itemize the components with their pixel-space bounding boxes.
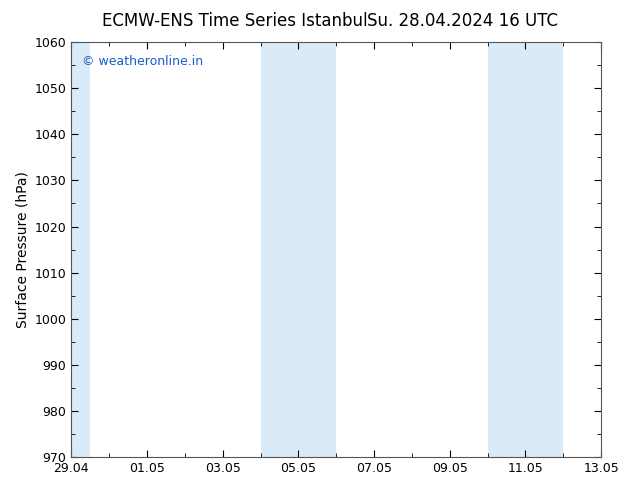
Bar bbox=[261, 42, 336, 457]
Y-axis label: Surface Pressure (hPa): Surface Pressure (hPa) bbox=[15, 171, 29, 328]
Text: ECMW-ENS Time Series Istanbul: ECMW-ENS Time Series Istanbul bbox=[102, 12, 367, 30]
Text: Su. 28.04.2024 16 UTC: Su. 28.04.2024 16 UTC bbox=[367, 12, 559, 30]
Bar bbox=[488, 42, 563, 457]
Bar bbox=[69, 42, 90, 457]
Text: © weatheronline.in: © weatheronline.in bbox=[82, 54, 203, 68]
